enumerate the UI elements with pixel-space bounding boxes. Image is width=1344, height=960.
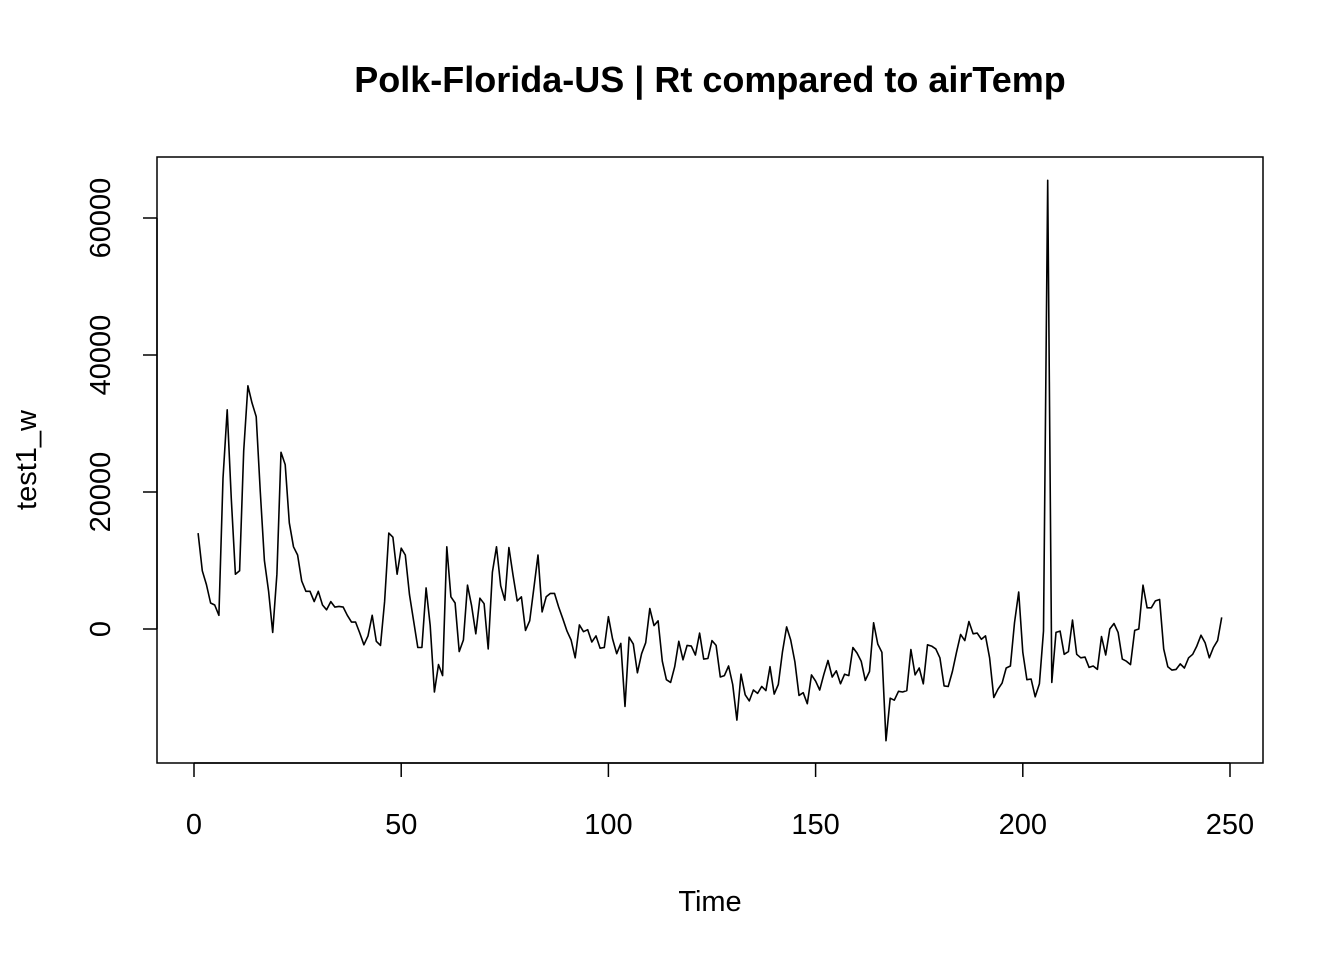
plot-frame: [156, 156, 1264, 764]
y-axis-label: test1_w: [11, 409, 43, 510]
x-tick-label: 150: [791, 809, 839, 841]
y-axis: 0 20000 40000 60000: [85, 178, 158, 637]
x-tick-label: 200: [999, 809, 1047, 841]
x-axis-label: Time: [678, 886, 741, 918]
chart-title: Polk-Florida-US | Rt compared to airTemp: [354, 59, 1066, 101]
y-tick-label: 20000: [85, 452, 117, 533]
x-tick-label: 100: [584, 809, 632, 841]
x-tick-label: 250: [1206, 809, 1254, 841]
series-line: [197, 179, 1223, 742]
x-axis: 0 50 100 150 200 250: [186, 762, 1254, 841]
x-tick-label: 0: [186, 809, 202, 841]
y-tick-label: 40000: [85, 315, 117, 396]
x-tick-label: 50: [385, 809, 417, 841]
y-tick-label: 60000: [85, 178, 117, 259]
y-tick-label: 0: [85, 621, 117, 637]
